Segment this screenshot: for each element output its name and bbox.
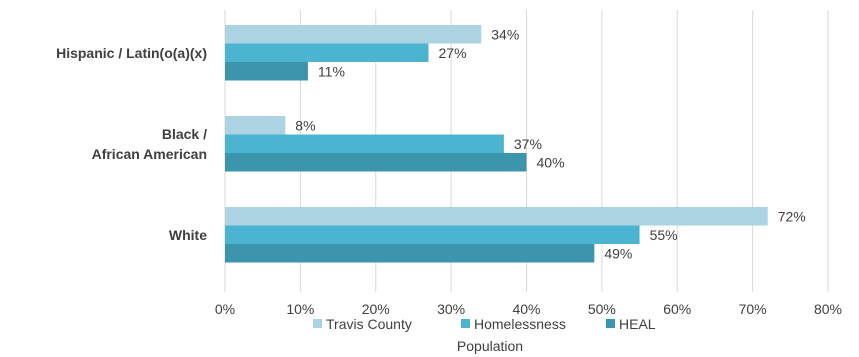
category-label: Black / African American [92, 126, 208, 162]
bar [225, 134, 504, 153]
data-label: 49% [604, 245, 632, 261]
category-label-line: White [169, 227, 207, 243]
x-tick-label: 60% [663, 301, 691, 317]
data-label: 11% [318, 63, 345, 79]
bar [225, 25, 482, 44]
data-label: 40% [537, 154, 565, 170]
x-tick-label: 30% [437, 301, 465, 317]
bar [225, 207, 768, 226]
x-tick-label: 80% [814, 301, 842, 317]
legend: Travis County Homelessness HEAL [313, 316, 656, 332]
category-labels: Hispanic / Latin(o(a)(x) Black / African A… [56, 45, 207, 243]
category-label-line: African American [92, 146, 207, 162]
legend-label: Travis County [326, 316, 412, 332]
legend-label: Homelessness [474, 316, 566, 332]
bar [225, 153, 527, 172]
x-tick-label: 50% [588, 301, 616, 317]
x-tick-label: 0% [215, 301, 235, 317]
bar [225, 116, 286, 135]
data-label: 55% [650, 227, 678, 243]
category-label-line: Hispanic / Latin(o(a)(x) [56, 45, 207, 61]
x-axis-title: Population [457, 338, 523, 354]
data-label: 72% [778, 208, 806, 224]
legend-swatch [606, 319, 615, 328]
legend-swatch [313, 319, 322, 328]
category-label: White [169, 227, 207, 243]
legend-swatch [461, 319, 470, 328]
bar [225, 244, 595, 263]
x-axis-tick-labels: 0% 10% 20% 30% 40% 50% 60% 70% 80% [215, 301, 842, 317]
data-labels: 34% 27% 11% 8% 37% 40% 72% 55% 49% [295, 26, 805, 261]
x-tick-label: 10% [286, 301, 314, 317]
bar [225, 43, 429, 62]
category-label: Hispanic / Latin(o(a)(x) [56, 45, 207, 61]
data-label: 8% [295, 117, 315, 133]
data-label: 37% [514, 136, 542, 152]
data-label: 27% [439, 45, 467, 61]
bars [225, 25, 768, 263]
x-tick-label: 70% [739, 301, 767, 317]
bar [225, 225, 640, 244]
bar [225, 62, 308, 81]
category-label-line: Black / [162, 126, 207, 142]
x-tick-label: 40% [512, 301, 540, 317]
x-tick-label: 20% [362, 301, 390, 317]
data-label: 34% [491, 26, 519, 42]
legend-label: HEAL [619, 316, 656, 332]
